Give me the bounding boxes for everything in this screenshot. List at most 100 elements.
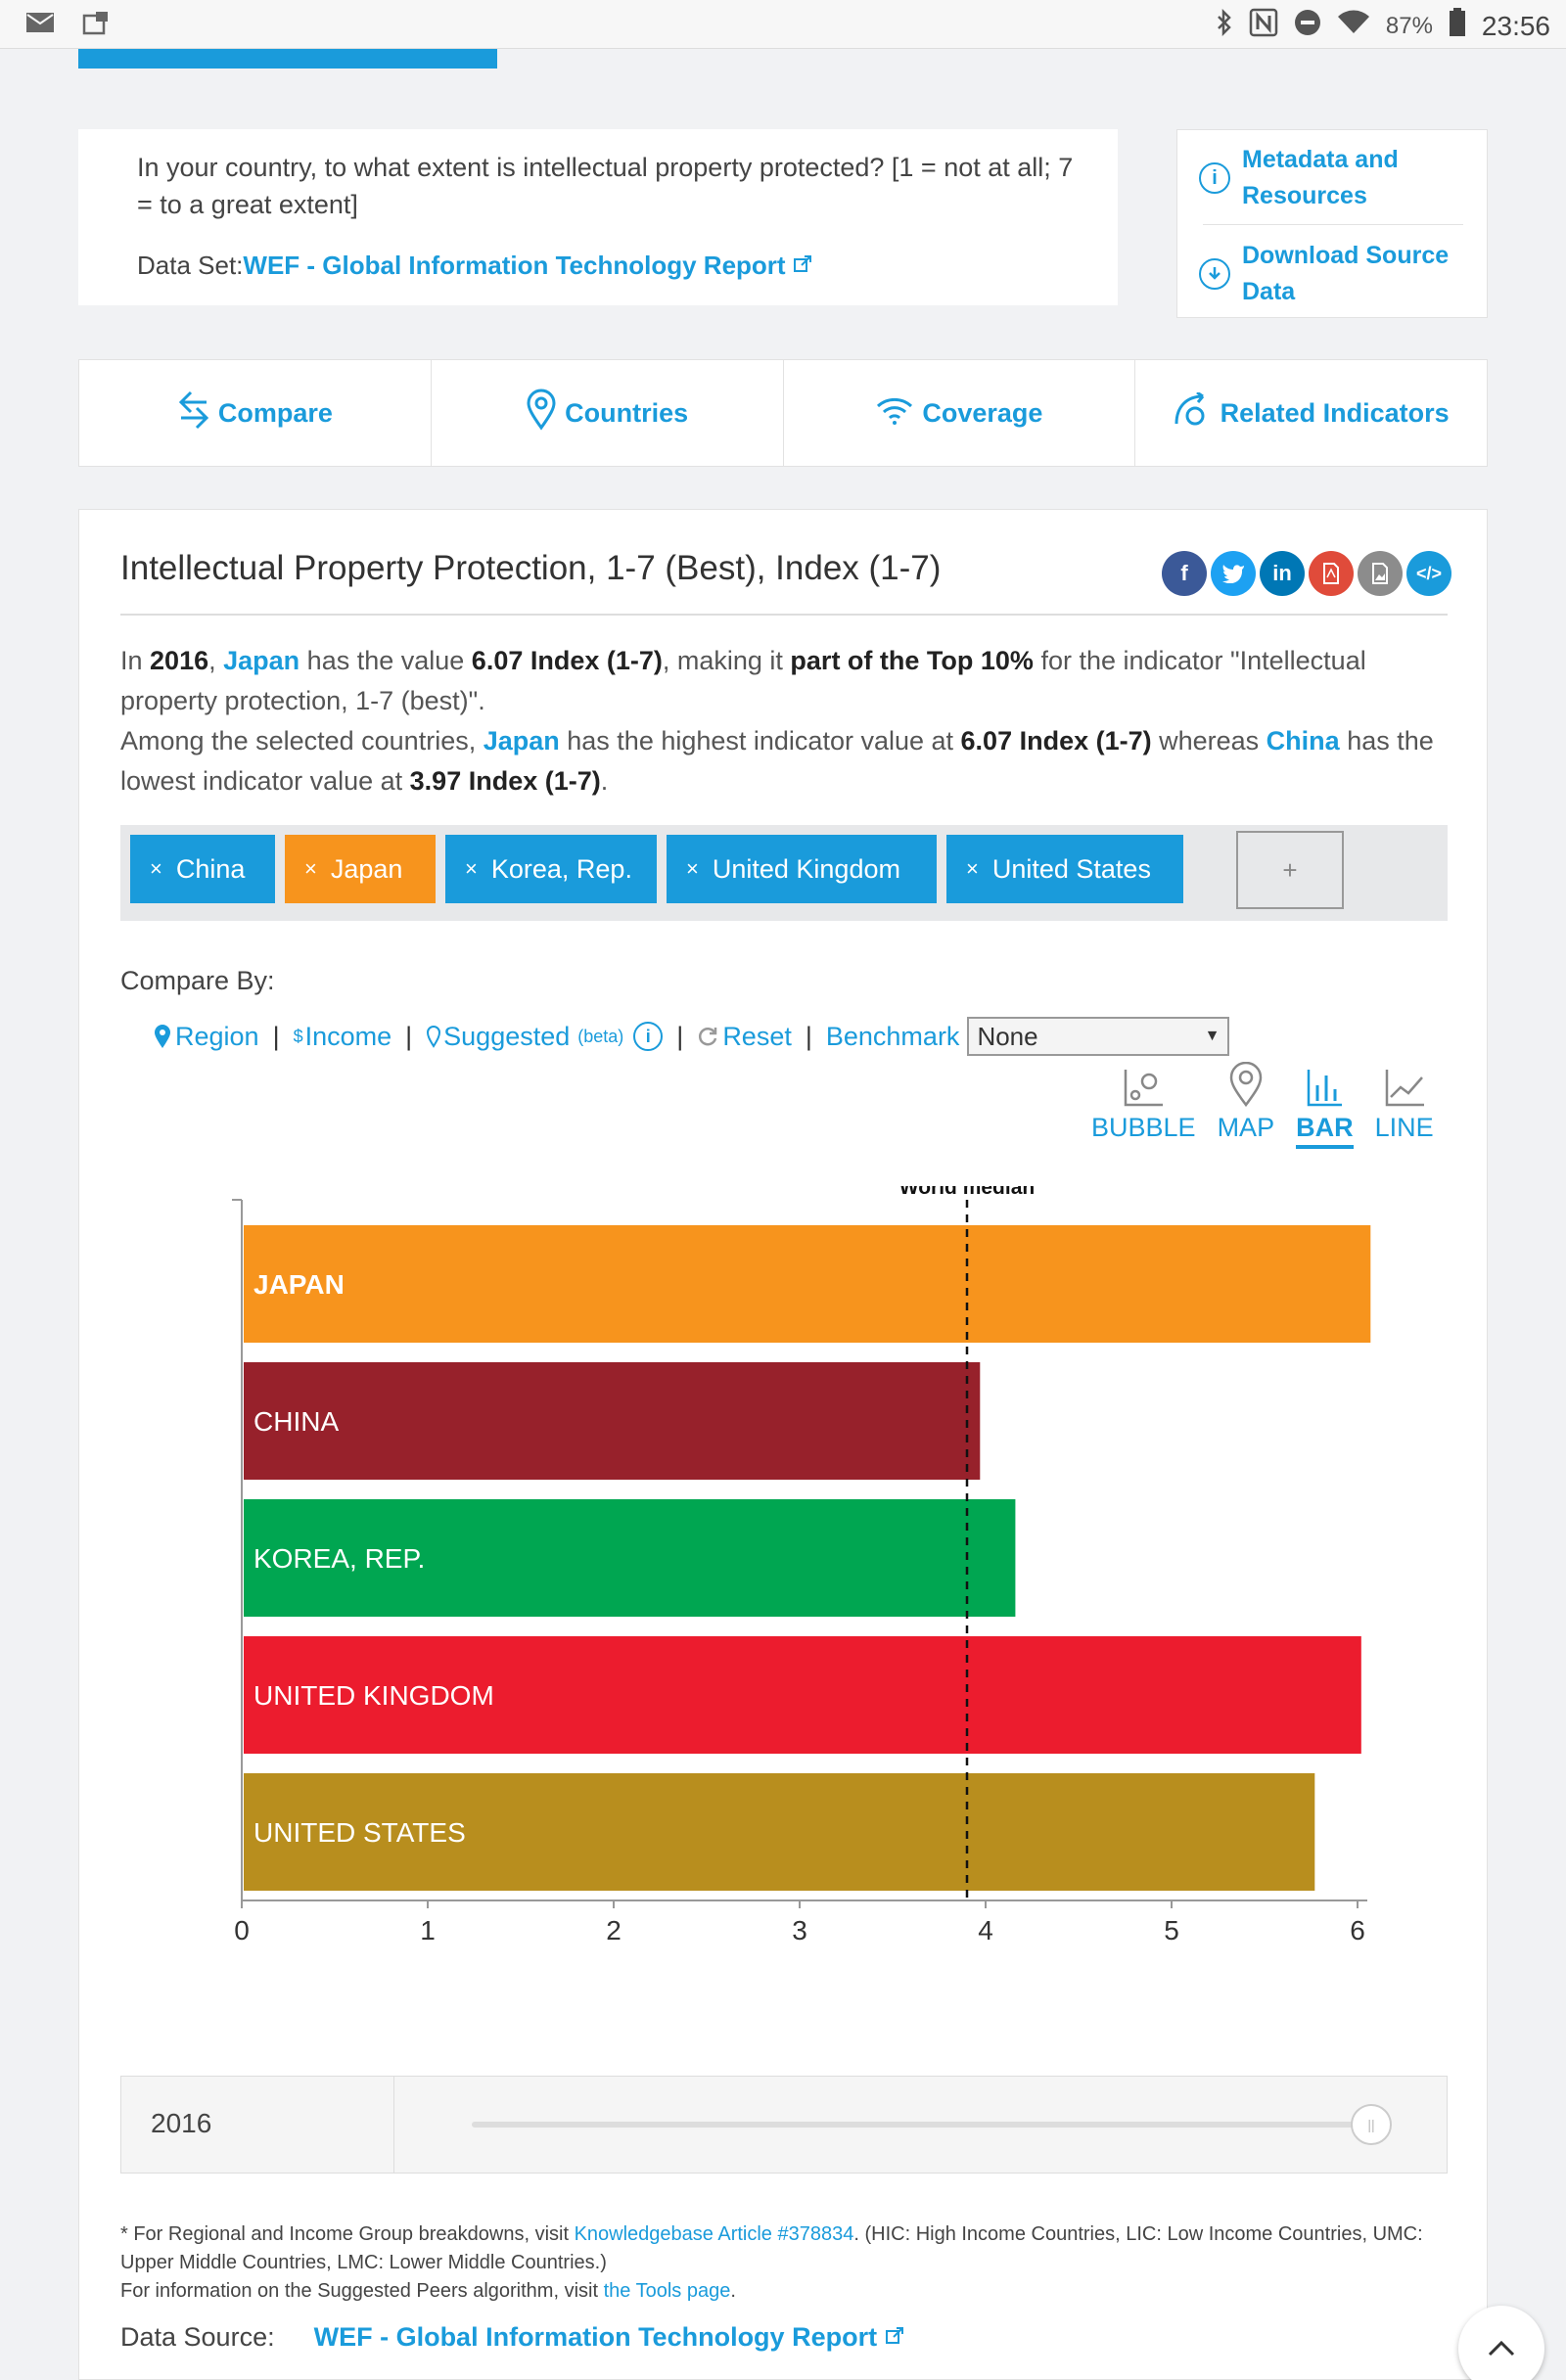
info-icon: i [1199,162,1230,194]
country-chip-united-kingdom[interactable]: × United Kingdom [667,835,937,903]
do-not-disturb-icon [1294,9,1321,43]
summary-country-link[interactable]: Japan [223,646,300,675]
year-slider-track[interactable] [472,2122,1372,2128]
reset-label: Reset [722,1021,792,1051]
clock: 23:56 [1481,10,1550,41]
divider [1203,224,1463,225]
battery-icon [1449,8,1466,44]
pin-icon [155,1025,170,1048]
tab-countries-label: Countries [565,397,689,428]
metadata-resources-link[interactable]: i Metadata and Resources [1199,142,1418,214]
knowledgebase-link[interactable]: Knowledgebase Article #378834 [574,2223,854,2245]
summary-low-country-link[interactable]: China [1266,726,1340,755]
tab-coverage[interactable]: Coverage [784,360,1136,466]
dataset-link[interactable]: WEF - Global Information Technology Repo… [243,251,786,280]
suggested-option[interactable]: Suggested (beta) i [426,1021,664,1052]
view-bubble[interactable]: BUBBLE [1091,1058,1196,1149]
compare-icon [177,389,210,438]
benchmark-select[interactable]: None ▼ [967,1017,1230,1056]
summary-text: , [208,646,224,675]
beta-label: (beta) [577,1026,624,1046]
bar [244,1636,1361,1754]
wifi-icon [875,394,914,433]
view-bubble-label: BUBBLE [1091,1113,1196,1142]
region-label: Region [175,1021,259,1051]
related-icon [1174,390,1213,435]
data-source-link-wrap[interactable]: WEF - Global Information Technology Repo… [314,2322,904,2353]
bar-label: JAPAN [253,1269,345,1300]
indicator-tabs: Compare Countries Coverage Related Indic… [78,359,1488,467]
country-chip-korea[interactable]: × Korea, Rep. [445,835,657,903]
summary-text: has the value [299,646,472,675]
view-bar[interactable]: BAR [1296,1058,1354,1149]
data-source-label: Data Source: [120,2322,275,2352]
share-buttons: f in </> [1162,551,1451,596]
separator: | [676,1021,684,1051]
footnote: * For Regional and Income Group breakdow… [120,2220,1451,2306]
map-pin-icon [1228,1058,1264,1107]
compare-by-label: Compare By: [120,966,275,995]
indicator-question: In your country, to what extent is intel… [137,153,1074,219]
remove-icon[interactable]: × [686,856,699,881]
country-chip-china[interactable]: × China [130,835,275,903]
bar [244,1499,1016,1617]
external-link-icon [793,251,812,280]
remove-icon[interactable]: × [465,856,478,881]
bar [244,1773,1315,1891]
x-tick-label: 5 [1164,1915,1179,1945]
scroll-to-top-button[interactable] [1458,2306,1544,2380]
tools-page-link[interactable]: the Tools page [603,2280,731,2302]
region-option[interactable]: Region [154,1022,259,1052]
download-source-link[interactable]: Download Source Data [1199,238,1457,310]
bar-label: UNITED KINGDOM [253,1680,494,1711]
reset-option[interactable]: Reset [697,1022,792,1052]
summary-text: for the indicator "Intellectual property… [120,646,1366,715]
tab-related-indicators[interactable]: Related Indicators [1135,360,1487,466]
view-line[interactable]: LINE [1375,1058,1434,1149]
pdf-icon[interactable] [1309,551,1354,596]
selected-year: 2016 [151,2108,212,2138]
summary-text: , making it [662,646,791,675]
add-country-button[interactable]: + [1236,831,1344,909]
income-option[interactable]: $ Income [294,1022,392,1052]
divider [393,2077,394,2173]
tab-compare[interactable]: Compare [79,360,432,466]
view-map[interactable]: MAP [1217,1058,1275,1149]
suggested-label: Suggested [443,1021,571,1051]
embed-icon[interactable]: </> [1406,551,1451,596]
footnote-text: * For Regional and Income Group breakdow… [120,2223,575,2245]
image-icon[interactable] [1358,551,1403,596]
year-slider-handle[interactable]: || [1351,2104,1392,2145]
remove-icon[interactable]: × [966,856,979,881]
indicator-summary: In 2016, Japan has the value 6.07 Index … [120,641,1451,801]
twitter-icon[interactable] [1211,551,1256,596]
chip-label: China [175,853,246,884]
dataset-label: Data Set: [137,251,244,280]
chevron-up-icon [1488,2340,1515,2357]
view-bar-label: BAR [1296,1113,1354,1149]
country-chip-japan[interactable]: × Japan [285,835,436,903]
data-source-link[interactable]: WEF - Global Information Technology Repo… [313,2322,878,2352]
remove-icon[interactable]: × [304,856,317,881]
summary-low-value: 3.97 Index (1-7) [409,766,601,796]
chip-label: United States [991,853,1151,884]
country-chip-united-states[interactable]: × United States [946,835,1183,903]
facebook-icon[interactable]: f [1162,551,1207,596]
remove-icon[interactable]: × [150,856,162,881]
bluetooth-icon [1216,8,1233,43]
view-line-label: LINE [1374,1113,1434,1142]
summary-high-country-link[interactable]: Japan [483,726,560,755]
view-map-label: MAP [1217,1113,1275,1142]
summary-year: 2016 [150,646,209,675]
benchmark-label: Benchmark [825,1021,960,1051]
x-tick-label: 6 [1350,1915,1365,1945]
refresh-icon [699,1028,717,1046]
separator: | [272,1021,280,1051]
bar [244,1225,1371,1343]
tab-countries[interactable]: Countries [432,360,784,466]
footnote-text: . [730,2280,736,2302]
dataset-line: Data Set:WEF - Global Information Techno… [137,251,812,281]
linkedin-icon[interactable]: in [1260,551,1305,596]
info-icon[interactable]: i [633,1022,664,1051]
x-tick-label: 1 [420,1915,436,1945]
